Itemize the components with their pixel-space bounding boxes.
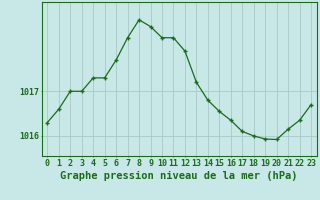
X-axis label: Graphe pression niveau de la mer (hPa): Graphe pression niveau de la mer (hPa)	[60, 171, 298, 181]
